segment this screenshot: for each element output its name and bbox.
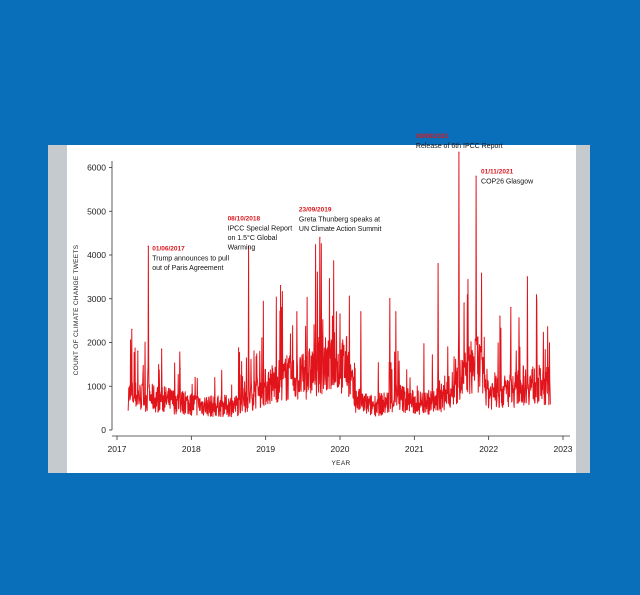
peak-point [499, 315, 501, 317]
peak-point [510, 306, 512, 309]
peak-point [279, 285, 282, 287]
peak-point [131, 328, 133, 330]
peak-point [261, 337, 263, 339]
x-tick-label: 2023 [554, 444, 573, 454]
axes-layer: 0 1000 2000 3000 4000 5000 6000 2017 2018 2019 202… [73, 161, 573, 467]
peak-point [526, 276, 528, 278]
annotation-date: 08/10/2018 [228, 215, 261, 222]
x-tick-label: 2021 [405, 444, 424, 454]
peak-point [360, 311, 362, 313]
annotation-text: on 1.5°C Global [228, 234, 278, 242]
y-tick-label: 6000 [87, 163, 106, 173]
annotation: 09/08/2021 Release of 6th IPCC Report [416, 133, 503, 150]
annotation: 01/06/2017 Trump announces to pull out of … [152, 245, 229, 272]
y-tick-label: 5000 [87, 206, 106, 216]
y-tick-label: 4000 [87, 250, 106, 260]
peak-point [536, 359, 538, 361]
annotation-text: Warming [228, 244, 256, 251]
x-tick-label: 2017 [108, 444, 127, 454]
annotation-date: 01/11/2021 [481, 168, 514, 175]
peak-point [319, 236, 321, 239]
peak-point [313, 324, 315, 326]
x-tick-label: 2019 [256, 444, 275, 454]
series-line [127, 151, 551, 418]
peak-point [339, 313, 341, 315]
peak-point [395, 311, 397, 313]
annotation-text: Release of 6th IPCC Report [416, 143, 503, 150]
y-tick-label: 3000 [87, 294, 106, 304]
y-tick-label: 0 [101, 425, 106, 435]
peak-point [147, 245, 149, 247]
y-axis-title: COUNT OF CLIMATE CHANGE TWEETS [73, 244, 80, 375]
annotation-date: 23/09/2019 [299, 207, 332, 214]
peak-point [247, 245, 250, 247]
annotation-text: Greta Thunberg speaks at [299, 217, 380, 224]
peak-point [475, 175, 477, 177]
annotation-layer: 01/06/2017 Trump announces to pull out of … [152, 133, 534, 272]
peak-point [458, 151, 460, 153]
peak-point [161, 348, 163, 350]
annotation-text: COP26 Glasgow [481, 178, 534, 185]
peak-point [331, 315, 334, 317]
x-tick-label: 2020 [331, 444, 350, 454]
x-axis-title: YEAR [332, 460, 351, 467]
annotation-date: 01/06/2017 [152, 245, 185, 252]
annotation-date: 09/08/2021 [416, 133, 449, 140]
y-tick-label: 1000 [87, 381, 106, 391]
annotation: 08/10/2018 IPCC Special Report on 1.5°C Gl… [228, 215, 293, 251]
peak-point [296, 311, 298, 313]
annotation: 23/09/2019 Greta Thunberg speaks at UN Cli… [299, 207, 382, 234]
annotation-text: out of Paris Agreement [152, 265, 223, 272]
peak-point [137, 350, 139, 352]
x-tick-label: 2018 [182, 444, 201, 454]
x-tick-label: 2022 [479, 444, 498, 454]
peak-point [437, 263, 439, 265]
peak-point [463, 302, 465, 304]
annotation-text: IPCC Special Report [228, 225, 293, 232]
peak-point [179, 368, 181, 370]
annotation: 01/11/2021 COP26 Glasgow [481, 168, 534, 185]
series-layer [127, 151, 551, 418]
peak-point [194, 376, 196, 379]
annotation-text: UN Climate Action Summit [299, 226, 382, 233]
annotation-text: Trump announces to pull [152, 255, 229, 262]
peak-point [389, 298, 391, 300]
y-tick-label: 2000 [87, 338, 106, 348]
